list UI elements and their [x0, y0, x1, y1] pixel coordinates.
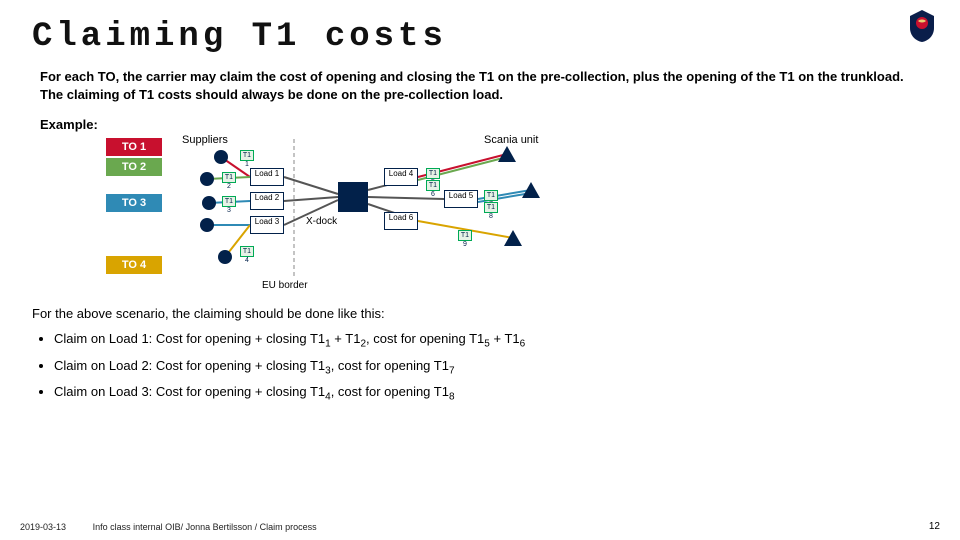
to-badge: TO 4	[106, 256, 162, 274]
t1-tag: T1 4	[240, 246, 254, 257]
scania-logo-icon	[904, 8, 940, 44]
to-badge: TO 3	[106, 194, 162, 212]
supplier-node	[218, 250, 232, 264]
example-label: Example:	[40, 117, 920, 132]
claim-bullet: Claim on Load 1: Cost for opening + clos…	[54, 331, 928, 350]
scania-unit-node	[504, 230, 522, 246]
load-box: Load 3	[250, 216, 284, 234]
supplier-node	[214, 150, 228, 164]
scania-unit-label: Scania unit	[484, 134, 538, 146]
page-title: Claiming T1 costs	[32, 18, 928, 56]
t1-tag: T1 8	[484, 202, 498, 213]
footer-date: 2019-03-13	[20, 522, 66, 532]
load-box: Load 5	[444, 190, 478, 208]
eu-border-label: EU border	[262, 280, 308, 291]
claim-bullet: Claim on Load 3: Cost for opening + clos…	[54, 384, 928, 403]
t1-tag: T1 1	[240, 150, 254, 161]
t1-tag: T1 6	[426, 180, 440, 191]
load-box: Load 1	[250, 168, 284, 186]
footer-meta: Info class internal OIB/ Jonna Bertilsso…	[93, 522, 317, 532]
diagram-lines	[44, 138, 924, 298]
scania-unit-node	[498, 146, 516, 162]
flow-diagram: Suppliers Scania unit EU border X-dock T…	[44, 138, 924, 298]
xdock-label: X-dock	[306, 216, 337, 227]
to-badge: TO 2	[106, 158, 162, 176]
scania-unit-node	[522, 182, 540, 198]
page-number: 12	[929, 521, 940, 532]
t1-tag: T1 9	[458, 230, 472, 241]
supplier-node	[200, 172, 214, 186]
t1-tag: T1 7	[484, 190, 498, 201]
claim-bullets: Claim on Load 1: Cost for opening + clos…	[54, 331, 928, 403]
t1-tag: T1 2	[222, 172, 236, 183]
load-box: Load 2	[250, 192, 284, 210]
suppliers-label: Suppliers	[182, 134, 228, 146]
t1-tag: T1 5	[426, 168, 440, 179]
t1-tag: T1 3	[222, 196, 236, 207]
load-box: Load 6	[384, 212, 418, 230]
intro-text: For each TO, the carrier may claim the c…	[40, 68, 920, 103]
footer: 2019-03-13 Info class internal OIB/ Jonn…	[20, 522, 317, 532]
claim-bullet: Claim on Load 2: Cost for opening + clos…	[54, 358, 928, 377]
load-box: Load 4	[384, 168, 418, 186]
supplier-node	[202, 196, 216, 210]
supplier-node	[200, 218, 214, 232]
to-badge: TO 1	[106, 138, 162, 156]
claiming-intro: For the above scenario, the claiming sho…	[32, 306, 928, 321]
xdock-node	[338, 182, 368, 212]
